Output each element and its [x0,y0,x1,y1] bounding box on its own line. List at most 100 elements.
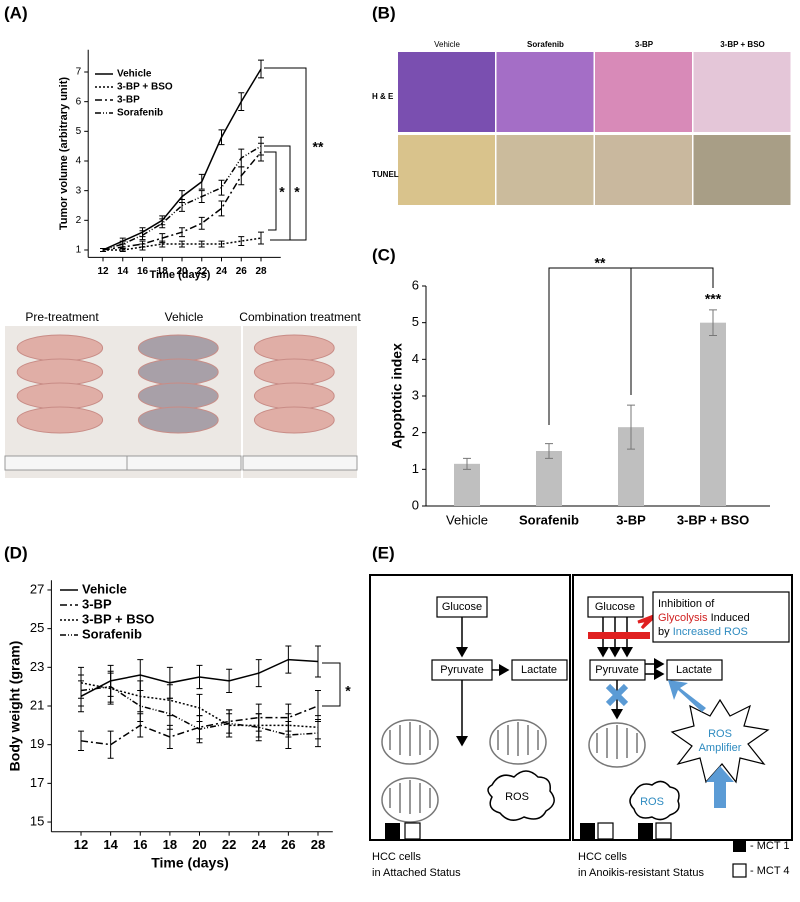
micrograph [595,135,692,205]
x-tick-label: 12 [97,266,109,277]
x-tick-label: 18 [157,266,169,277]
node-label: ROS [708,728,732,740]
note-text: Glycolysis [658,612,708,624]
y-tick-label: 1 [76,245,82,256]
error-bar [238,148,245,168]
micrograph [693,52,791,132]
panel-label: (B) [372,3,396,22]
column-label: Sorafenib [527,40,564,49]
y-tick-label: 6 [412,277,419,292]
photo-label: Vehicle [165,310,204,324]
y-tick-label: 21 [30,697,44,712]
panel-label: (C) [372,245,396,264]
x-tick-label: 22 [222,837,236,852]
mouse [16,334,104,362]
node-label: Pyruvate [440,664,483,676]
error-bar [159,233,166,244]
mouse [253,406,335,434]
column-label: 3-BP + BSO [720,40,765,49]
error-bar [218,129,225,146]
error-bar [196,664,203,690]
note-text: Inhibition of [658,598,715,610]
x-tick-label: 26 [236,266,248,277]
ruler [242,455,358,471]
x-axis-title: Time (days) [150,269,211,281]
significance-bracket [322,662,341,707]
legend-label: 3-BP [117,95,140,106]
photo-label: Pre-treatment [25,310,99,324]
mouse [16,382,104,410]
error-bar [179,227,186,238]
ruler [126,455,242,471]
histology-grid: Vehicle Sorafenib 3-BP 3-BP + BSO H & E TUNEL [372,40,791,205]
legend-label: 3-BP + BSO [82,611,154,626]
note: Glycolysis Induced [658,612,750,624]
error-bar [198,240,205,248]
mouse [137,358,219,386]
error-bar [709,309,717,336]
y-tick-label: 0 [412,497,419,512]
error-bar [119,240,126,248]
y-tick-label: 4 [412,351,419,366]
error-bar [463,457,471,470]
x-tick-label: Sorafenib [519,512,579,527]
caption: in Attached Status [372,867,461,879]
error-bar [218,240,225,248]
node-label: ROS [505,791,529,803]
x-tick-label: 20 [192,837,206,852]
annotation: ** [595,255,606,271]
y-axis-title: Apoptotic index [389,343,405,449]
y-tick-label: 3 [412,387,419,402]
error-bar [139,230,146,241]
micrograph [398,52,495,132]
error-bar [159,218,166,229]
error-bar [107,730,114,759]
error-bar [139,240,146,248]
y-tick-label: 19 [30,736,44,751]
significance-bracket [264,151,277,231]
annotation: *** [705,291,722,307]
error-bar [314,719,321,748]
note: by Increased ROS [658,626,748,638]
x-tick-label: 3-BP + BSO [677,512,749,527]
y-tick-label: 5 [412,314,419,329]
y-axis-title: Body weight (gram) [7,641,23,772]
series-line [103,237,262,251]
mouse [137,382,219,410]
panel-label: (E) [372,543,395,562]
node-label: Glucose [595,601,635,613]
micrograph [595,52,692,132]
legend-label: Vehicle [82,581,127,596]
legend-label: Vehicle [117,69,152,80]
row-label: H & E [372,92,394,101]
column-label: Vehicle [434,40,460,49]
x-tick-label: 12 [74,837,88,852]
micrograph [496,52,594,132]
error-bar [285,645,292,674]
error-bar [238,166,245,186]
y-tick-label: 17 [30,775,44,790]
caption: HCC cells [372,851,421,863]
annotation: * [345,683,351,699]
error-bar [198,190,205,204]
column-label: 3-BP [635,40,654,49]
x-tick-label: 14 [117,266,129,277]
note-text: by [658,626,670,638]
legend-label: Sorafenib [82,626,142,641]
panel-label: (A) [4,3,28,22]
y-tick-label: 15 [30,813,44,828]
x-axis-title: Time (days) [151,855,229,871]
node-label: ROS [640,796,664,808]
mouse-photos: Pre-treatment Vehicle Combination treatmen… [4,310,361,478]
error-bar [627,404,635,450]
annotation: ** [313,139,324,155]
y-tick-label: 5 [76,126,82,137]
x-tick-label: 18 [163,837,177,852]
caption: HCC cells [578,851,627,863]
micrograph [693,135,791,205]
error-bar [218,179,225,196]
note-text: Induced [708,612,750,624]
error-bar [78,674,85,707]
bar [536,451,562,506]
y-tick-label: 6 [76,96,82,107]
